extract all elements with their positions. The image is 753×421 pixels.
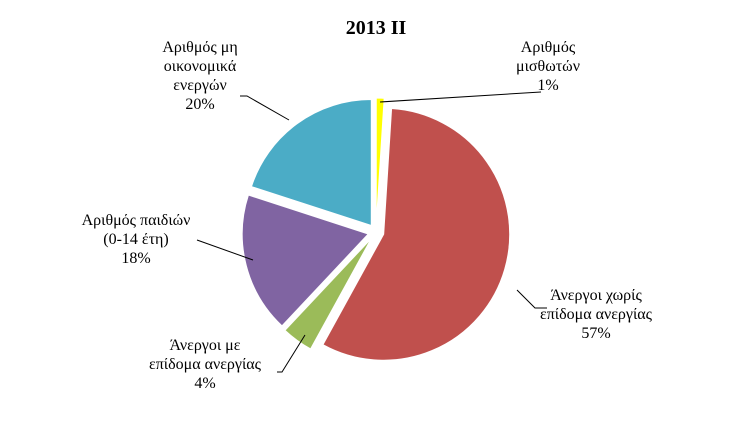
leader-line-1 [516, 289, 547, 309]
data-label-category: ενεργών [173, 77, 227, 94]
data-label-category: οικονομικά [164, 58, 237, 75]
data-label-0: Αριθμός μισθωτών 1% [516, 39, 580, 94]
data-label-category: Αριθμός [521, 39, 576, 56]
data-label-percent: 18% [121, 250, 150, 267]
pie-slice-4 [250, 99, 372, 227]
data-label-4: Αριθμός μη οικονομικά ενεργών 20% [162, 39, 237, 113]
data-label-percent: 20% [185, 96, 214, 113]
data-label-2: Άνεργοι με επίδομα ανεργίας 4% [149, 337, 262, 392]
data-label-percent: 1% [537, 77, 558, 94]
data-label-percent: 57% [581, 325, 610, 342]
leader-lines [196, 91, 547, 373]
data-label-3: Αριθμός παιδιών (0-14 έτη) 18% [82, 212, 191, 267]
chart-title: 2013 II [346, 17, 407, 39]
data-label-category: επίδομα ανεργίας [149, 356, 262, 373]
pie-slice-2 [284, 238, 372, 350]
leader-line-2 [277, 334, 306, 373]
data-label-1: Άνεργοι χωρίς επίδομα ανεργίας 57% [540, 287, 653, 342]
leader-line-3 [196, 239, 254, 261]
pie-slice-3 [241, 194, 370, 327]
leader-line-4 [240, 95, 290, 121]
pie-slice-0 [375, 97, 385, 225]
data-label-category: (0-14 έτη) [103, 231, 169, 248]
data-label-category: μισθωτών [516, 58, 580, 75]
data-label-category: Αριθμός παιδιών [82, 212, 191, 229]
pie-slice-1 [322, 107, 511, 361]
data-label-percent: 4% [194, 375, 215, 392]
leader-line-0 [379, 91, 542, 103]
data-label-category: Αριθμός μη [162, 39, 237, 56]
data-labels: Αριθμός μισθωτών 1% Άνεργοι χωρίς επίδομα αν… [82, 39, 653, 392]
data-label-category: Άνεργοι χωρίς [550, 287, 642, 304]
data-label-category: επίδομα ανεργίας [540, 306, 653, 323]
pie-slices [241, 97, 511, 361]
data-label-category: Άνεργοι με [170, 337, 241, 354]
